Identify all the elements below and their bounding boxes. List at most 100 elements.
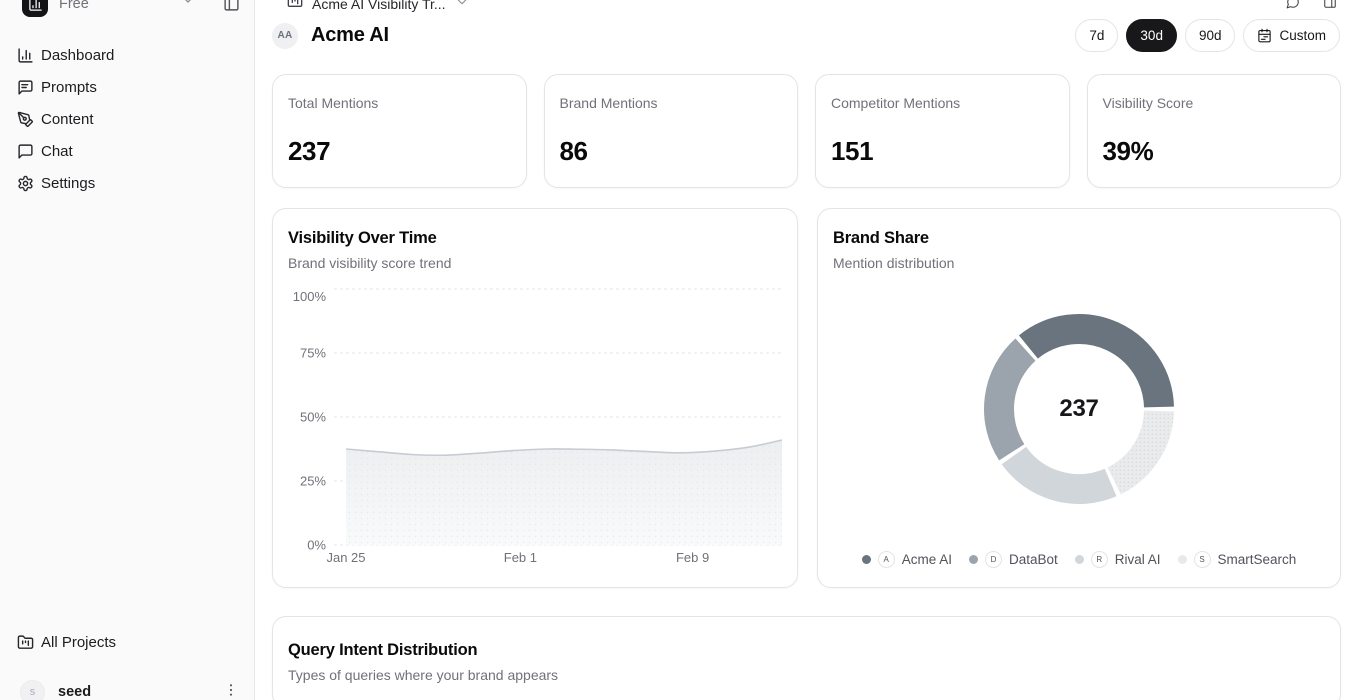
- calendar-icon: [1258, 28, 1272, 43]
- legend-dot: [861, 555, 871, 564]
- sidebar-item-label: Content: [41, 110, 94, 128]
- visibility-over-time-card: Visibility Over Time Brand visibility sc…: [272, 208, 798, 588]
- svg-text:75%: 75%: [300, 346, 326, 361]
- stat-label: Brand Mentions: [559, 95, 658, 111]
- sidebar-item-label: Prompts: [41, 78, 97, 96]
- sidebar-item-label: Chat: [41, 142, 73, 160]
- panel-left-icon: [224, 0, 239, 11]
- svg-text:Jan 25: Jan 25: [326, 550, 365, 565]
- brand-share-donut: 237: [979, 309, 1179, 509]
- legend-item-databot: D DataBot: [968, 551, 1058, 568]
- sidebar-item-chat[interactable]: Chat: [0, 135, 254, 167]
- plan-badge: Free: [59, 0, 89, 12]
- all-projects-button[interactable]: All Projects: [0, 626, 254, 658]
- stat-value: 237: [288, 136, 331, 166]
- folder-icon: [287, 0, 303, 9]
- sidebar-nav: Dashboard Prompts Content Chat Settings: [0, 39, 254, 199]
- project-row[interactable]: s seed: [0, 672, 254, 700]
- legend-badge: R: [1090, 551, 1108, 568]
- svg-text:25%: 25%: [300, 474, 326, 489]
- stat-label: Total Mentions: [288, 95, 379, 111]
- legend-dot: [1074, 555, 1084, 564]
- legend-label: Acme AI: [901, 552, 952, 567]
- chevron-down-icon: [455, 0, 469, 9]
- legend-badge: S: [1193, 551, 1211, 568]
- stat-value: 39%: [1102, 136, 1154, 166]
- legend-label: SmartSearch: [1217, 552, 1297, 567]
- sidebar-item-prompts[interactable]: Prompts: [0, 71, 254, 103]
- stat-card-competitor-mentions: Competitor Mentions 151: [815, 74, 1070, 188]
- sidebar-item-label: Dashboard: [41, 46, 115, 64]
- query-intent-card: Query Intent Distribution Types of queri…: [272, 616, 1341, 700]
- sidebar-footer: All Projects s seed: [0, 626, 254, 700]
- svg-text:100%: 100%: [293, 289, 327, 304]
- sidebar-item-content[interactable]: Content: [0, 103, 254, 135]
- donut-legend: A Acme AI D DataBot R Rival AI S SmartSe…: [833, 551, 1325, 568]
- svg-text:0%: 0%: [307, 538, 326, 553]
- project-name: seed: [58, 684, 92, 700]
- stat-card-total-mentions: Total Mentions 237: [272, 74, 527, 188]
- legend-dot: [1177, 555, 1187, 564]
- range-selector: 7d 30d 90d Custom: [1075, 19, 1340, 52]
- plan-chevron-down-icon[interactable]: [180, 0, 196, 8]
- sidebar-item-dashboard[interactable]: Dashboard: [0, 39, 254, 71]
- range-30d-button[interactable]: 30d: [1126, 19, 1177, 52]
- donut-chart: [984, 314, 1174, 504]
- chart-column-icon: [18, 47, 33, 63]
- legend-dot: [968, 555, 978, 564]
- visibility-area-chart: 100% 75% 50% 25% 0%Jan 25 Feb 1 Feb 9: [293, 288, 782, 565]
- stat-value: 86: [559, 136, 589, 166]
- stat-card-brand-mentions: Brand Mentions 86: [543, 74, 798, 188]
- card-title: Visibility Over Time: [288, 229, 437, 247]
- sidebar-header: Free: [0, 0, 254, 20]
- stats-row: Total Mentions 237 Brand Mentions 86 Com…: [272, 74, 1341, 188]
- legend-item-rival: R Rival AI: [1074, 551, 1161, 568]
- all-projects-label: All Projects: [41, 633, 117, 651]
- brand-avatar: AA: [272, 22, 298, 49]
- card-subtitle: Brand visibility score trend: [288, 255, 452, 271]
- message-square-icon: [18, 143, 33, 159]
- page-title: Acme AI: [311, 24, 389, 46]
- legend-item-smartsearch: S SmartSearch: [1177, 551, 1297, 568]
- card-subtitle: Types of queries where your brand appear…: [288, 667, 559, 683]
- folder-kanban-icon: [17, 634, 34, 649]
- project-switcher-label: Acme AI Visibility Tr...: [312, 0, 446, 12]
- app-logo[interactable]: [22, 0, 48, 17]
- legend-label: DataBot: [1008, 552, 1058, 567]
- range-7d-button[interactable]: 7d: [1075, 19, 1119, 52]
- sidebar-item-label: Settings: [41, 174, 96, 192]
- stat-card-visibility-score: Visibility Score 39%: [1086, 74, 1341, 188]
- page-header: AA Acme AI 7d 30d 90d Custom: [255, 19, 1357, 52]
- range-custom-button[interactable]: Custom: [1243, 19, 1340, 52]
- charts-row: Visibility Over Time Brand visibility sc…: [272, 208, 1341, 588]
- svg-text:Feb 9: Feb 9: [676, 550, 709, 565]
- card-title: Brand Share: [833, 229, 929, 247]
- stat-value: 151: [831, 136, 874, 166]
- project-menu-button[interactable]: [223, 682, 239, 700]
- main-content: Acme AI Visibility Tr... AA Acme AI 7d 3…: [255, 0, 1357, 700]
- project-switcher[interactable]: Acme AI Visibility Tr...: [287, 0, 469, 22]
- range-custom-label: Custom: [1279, 28, 1326, 43]
- card-title: Query Intent Distribution: [288, 641, 478, 659]
- svg-text:50%: 50%: [300, 410, 326, 425]
- legend-badge: A: [877, 551, 895, 568]
- pen-tool-icon: [17, 111, 33, 127]
- range-90d-button[interactable]: 90d: [1184, 19, 1236, 52]
- project-avatar: s: [20, 679, 45, 700]
- gear-icon: [18, 175, 33, 191]
- stat-label: Competitor Mentions: [831, 95, 961, 111]
- legend-label: Rival AI: [1114, 552, 1161, 567]
- svg-text:Feb 1: Feb 1: [504, 550, 537, 565]
- chart-column-icon: [28, 0, 42, 11]
- legend-item-acme: A Acme AI: [861, 551, 952, 568]
- message-square-text-icon: [18, 79, 33, 95]
- ellipsis-vertical-icon: [229, 683, 233, 696]
- brand-share-card: Brand Share Mention distribution 237: [817, 208, 1341, 588]
- sidebar: Free Dashboard Prompts Content Chat: [0, 0, 255, 700]
- panel-right-icon: [1324, 0, 1336, 8]
- feedback-button[interactable]: [1286, 0, 1300, 9]
- panel-toggle-button[interactable]: [1323, 0, 1337, 9]
- sidebar-toggle-button[interactable]: [223, 0, 240, 12]
- sidebar-item-settings[interactable]: Settings: [0, 167, 254, 199]
- message-circle-icon: [1286, 0, 1299, 9]
